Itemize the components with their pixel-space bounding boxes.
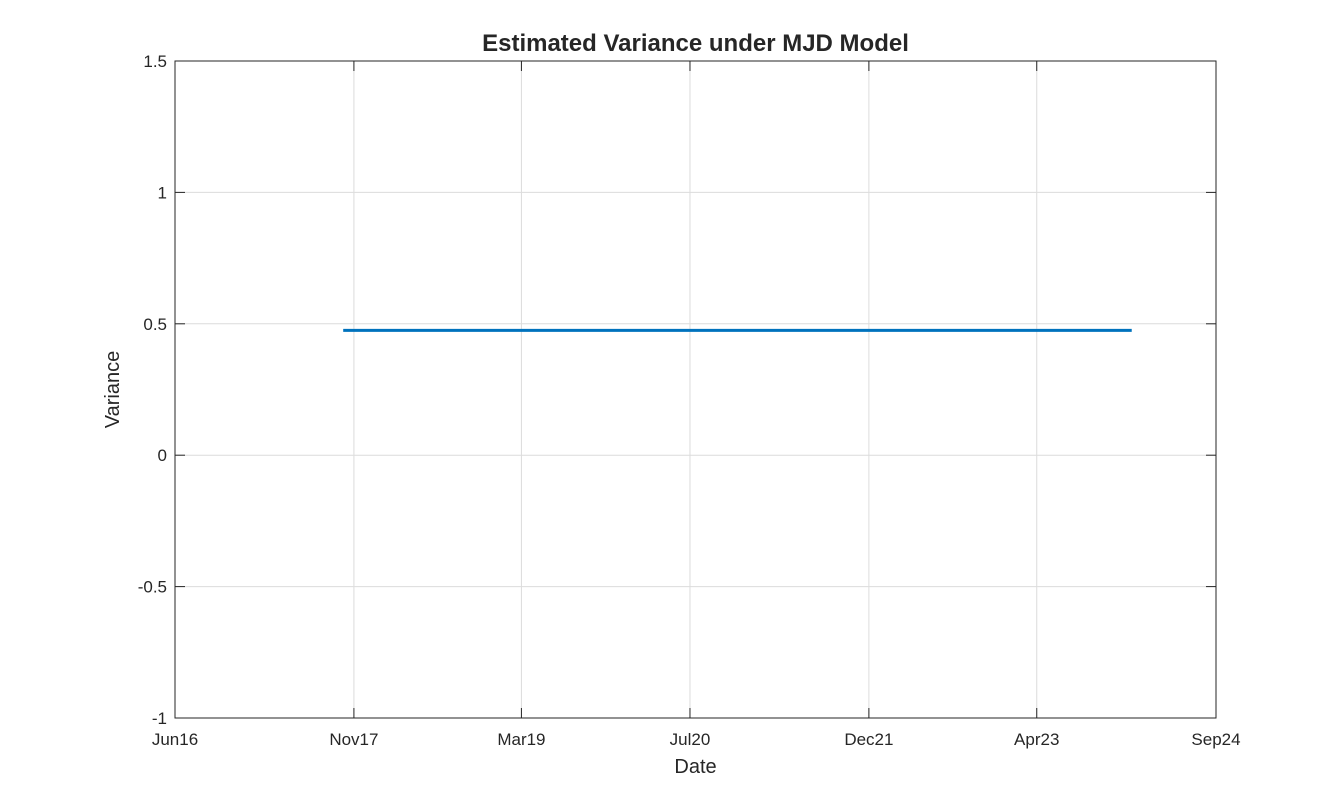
y-axis-label: Variance [102,351,124,428]
plot-border [174,60,1217,719]
y-tick-label: -1 [152,709,167,728]
plot-area [175,61,1216,718]
x-tick-labels: Jun16 Nov17 Mar19 Jul20 Dec21 Apr23 Sep24 [152,730,1241,749]
x-axis-label: Date [674,756,716,778]
x-tick-label: Apr23 [1014,730,1059,749]
y-tick-labels: 1.5 1 0.5 0 -0.5 -1 [138,52,167,728]
y-tick-label: 0 [158,446,167,465]
x-tick-label: Jul20 [670,730,711,749]
x-tick-label: Jun16 [152,730,198,749]
y-tick-label: -0.5 [138,578,167,597]
x-tick-label: Sep24 [1191,730,1240,749]
x-tick-label: Mar19 [497,730,545,749]
y-tick-label: 1 [158,183,167,202]
tick-marks [174,60,1217,719]
x-tick-label: Dec21 [844,730,893,749]
x-tick-label: Nov17 [329,730,378,749]
y-tick-label: 1.5 [143,52,167,71]
y-tick-label: 0.5 [143,315,167,334]
chart-title: Estimated Variance under MJD Model [482,30,909,57]
